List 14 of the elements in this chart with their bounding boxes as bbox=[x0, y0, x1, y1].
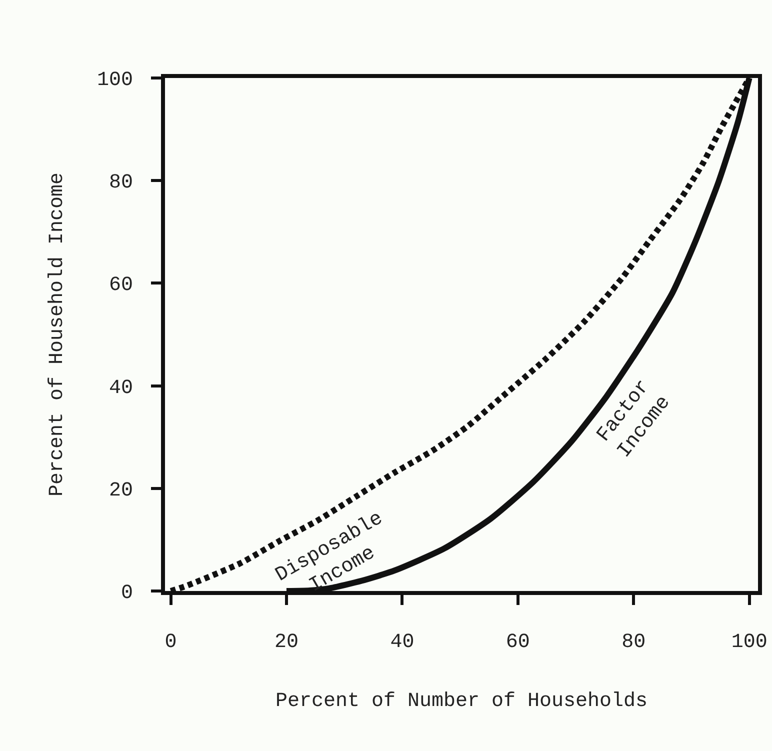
x-tick-label: 60 bbox=[506, 631, 530, 654]
x-tick-label: 100 bbox=[731, 631, 768, 654]
x-axis-title: Percent of Number of Households bbox=[275, 690, 648, 713]
y-tick-label: 0 bbox=[120, 582, 133, 605]
x-tick-label: 40 bbox=[390, 631, 414, 654]
y-tick-label: 80 bbox=[108, 172, 133, 195]
x-tick-label: 0 bbox=[164, 631, 177, 654]
y-tick-label: 60 bbox=[108, 274, 133, 298]
y-tick-label: 40 bbox=[108, 376, 133, 400]
x-tick-label: 80 bbox=[622, 631, 646, 654]
y-tick-label: 100 bbox=[96, 69, 133, 92]
y-tick-label: 20 bbox=[108, 479, 133, 502]
x-tick-label: 20 bbox=[274, 631, 298, 654]
y-axis-title: Percent of Household Income bbox=[46, 172, 69, 497]
